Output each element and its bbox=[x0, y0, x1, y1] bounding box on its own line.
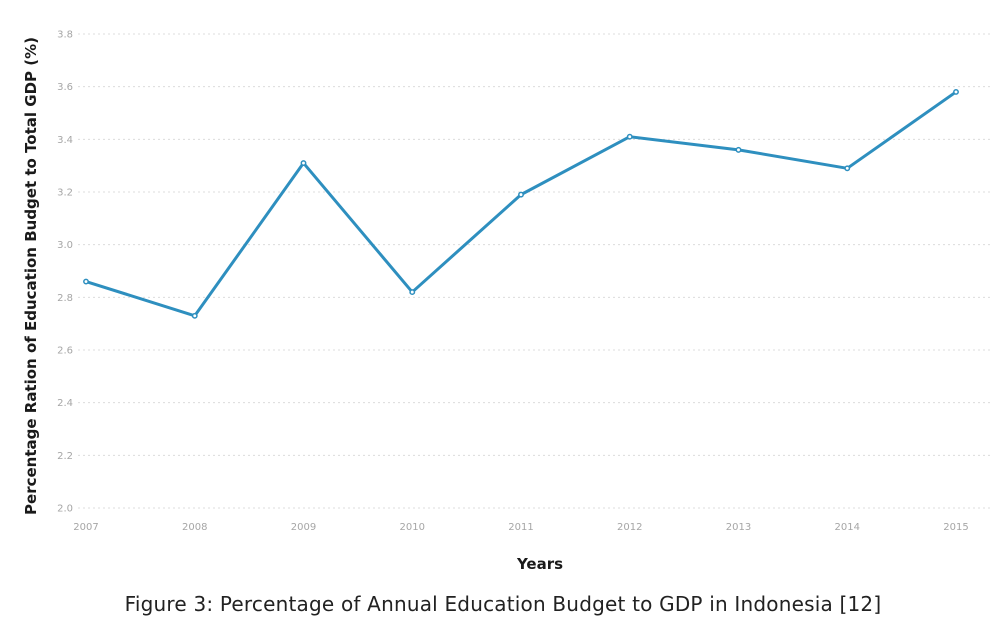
gridlines bbox=[78, 33, 990, 509]
x-tick-labels: 2007 2008 2009 2010 2011 2012 2013 2014 2015 bbox=[73, 522, 968, 533]
figure-caption: Figure 3: Percentage of Annual Education… bbox=[124, 592, 882, 616]
y-axis-title: Percentage Ration of Education Budget to… bbox=[22, 37, 40, 515]
data-point bbox=[518, 191, 524, 198]
data-point bbox=[300, 160, 307, 166]
y-tick-label: 2.6 bbox=[57, 346, 73, 357]
y-tick-label: 2.8 bbox=[57, 293, 73, 304]
x-tick-label: 2010 bbox=[400, 522, 425, 533]
x-tick-label: 2014 bbox=[835, 522, 860, 533]
data-point bbox=[191, 312, 198, 319]
data-point bbox=[953, 88, 959, 95]
data-point bbox=[626, 133, 633, 140]
x-tick-label: 2013 bbox=[726, 522, 751, 533]
x-tick-label: 2007 bbox=[73, 522, 98, 533]
y-tick-label: 3.0 bbox=[57, 240, 73, 251]
x-tick-label: 2015 bbox=[943, 522, 968, 533]
series-group bbox=[83, 88, 959, 319]
x-tick-label: 2008 bbox=[182, 522, 207, 533]
y-tick-label: 3.2 bbox=[57, 188, 73, 199]
y-tick-label: 2.4 bbox=[57, 398, 73, 409]
y-tick-label: 2.2 bbox=[57, 451, 73, 462]
y-tick-labels: 2.0 2.2 2.4 2.6 2.8 3.0 3.2 3.4 3.6 3.8 bbox=[57, 30, 73, 515]
data-point bbox=[83, 278, 89, 285]
chart-svg: 2.02.22.42.62.83.03.23.43.63.8 2007 2008 2… bbox=[22, 30, 990, 573]
y-tick-label: 3.4 bbox=[57, 135, 73, 146]
y-tick-label: 3.8 bbox=[57, 30, 73, 41]
series-line bbox=[84, 90, 958, 318]
x-axis-title: Years bbox=[516, 555, 563, 573]
data-point bbox=[409, 289, 416, 296]
line-chart: 2.0 2.2 2.4 2.6 2.8 3.0 3.2 3.4 3.6 3.8 2007 2008 2… bbox=[22, 30, 990, 573]
x-tick-label: 2011 bbox=[508, 522, 533, 533]
y-tick-label: 3.6 bbox=[57, 82, 73, 93]
data-point bbox=[735, 146, 742, 153]
data-point bbox=[844, 165, 851, 172]
x-tick-label: 2009 bbox=[291, 522, 316, 533]
x-tick-label: 2012 bbox=[617, 522, 642, 533]
y-tick-label: 2.0 bbox=[57, 504, 73, 515]
